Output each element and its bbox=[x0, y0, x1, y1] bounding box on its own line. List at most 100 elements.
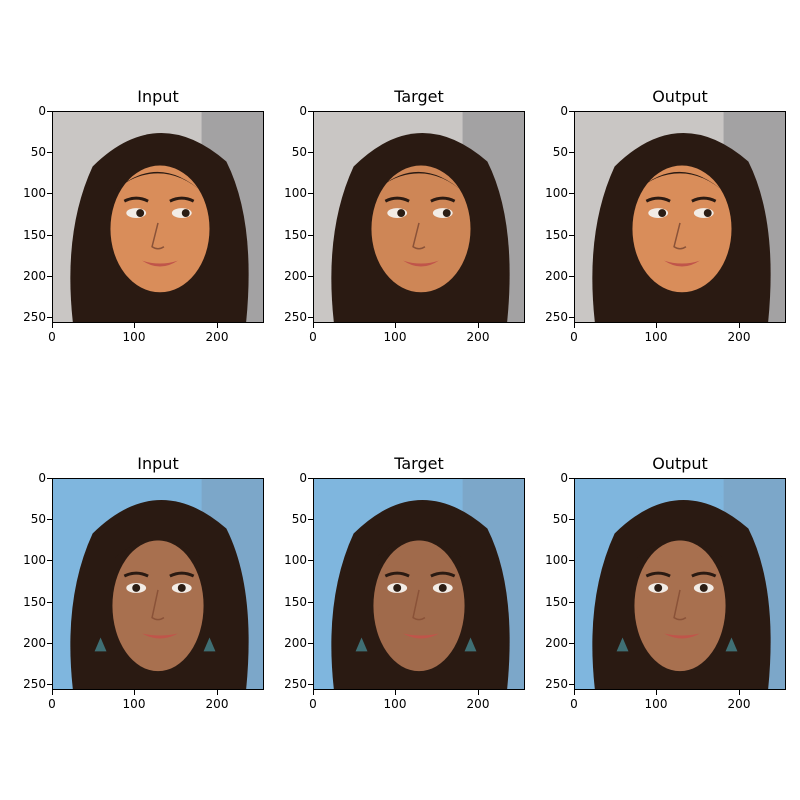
panel-row1-target: Target 0 50 100 150 200 250 0 100 200 bbox=[284, 87, 525, 344]
y-tick-label: 250 bbox=[284, 310, 307, 324]
x-tick-mark bbox=[134, 690, 135, 695]
x-tick-label: 100 bbox=[383, 330, 407, 344]
y-tick-mark bbox=[47, 478, 52, 479]
x-tick-label: 200 bbox=[466, 330, 490, 344]
face-photo-2-target bbox=[313, 478, 525, 690]
y-tick-label: 150 bbox=[545, 595, 568, 609]
y-tick-label: 0 bbox=[299, 104, 307, 118]
y-tick-mark bbox=[308, 317, 313, 318]
y-tick-mark bbox=[47, 193, 52, 194]
y-tick-label: 150 bbox=[545, 228, 568, 242]
y-tick-mark bbox=[569, 193, 574, 194]
x-tick-mark bbox=[739, 323, 740, 328]
x-tick-label: 0 bbox=[309, 697, 317, 711]
y-tick-label: 150 bbox=[284, 595, 307, 609]
panel-row2-target: Target 0 50 100 150 200 250 0 100 200 bbox=[284, 454, 525, 711]
y-tick-label: 100 bbox=[23, 553, 46, 567]
y-tick-label: 100 bbox=[545, 553, 568, 567]
panel-title: Output bbox=[652, 454, 708, 473]
y-tick-label: 100 bbox=[284, 553, 307, 567]
x-tick-mark bbox=[313, 323, 314, 328]
x-tick-label: 200 bbox=[727, 330, 751, 344]
panel-title: Input bbox=[137, 87, 179, 106]
x-tick-label: 0 bbox=[309, 330, 317, 344]
x-tick-mark bbox=[574, 690, 575, 695]
y-tick-mark bbox=[308, 276, 313, 277]
x-tick-label: 100 bbox=[122, 697, 146, 711]
y-tick-mark bbox=[308, 152, 313, 153]
y-tick-mark bbox=[47, 560, 52, 561]
panel-title: Input bbox=[137, 454, 179, 473]
y-tick-label: 250 bbox=[545, 677, 568, 691]
y-tick-label: 150 bbox=[23, 595, 46, 609]
x-tick-mark bbox=[217, 323, 218, 328]
y-tick-mark bbox=[47, 602, 52, 603]
x-tick-label: 0 bbox=[570, 330, 578, 344]
y-tick-label: 50 bbox=[291, 512, 307, 526]
y-tick-mark bbox=[569, 602, 574, 603]
y-tick-mark bbox=[308, 478, 313, 479]
y-tick-label: 100 bbox=[284, 186, 307, 200]
y-tick-label: 100 bbox=[545, 186, 568, 200]
x-tick-mark bbox=[52, 323, 53, 328]
y-tick-label: 250 bbox=[545, 310, 568, 324]
y-tick-mark bbox=[569, 684, 574, 685]
y-tick-mark bbox=[308, 602, 313, 603]
x-tick-label: 200 bbox=[466, 697, 490, 711]
panel-title: Target bbox=[394, 87, 444, 106]
y-tick-mark bbox=[308, 193, 313, 194]
face-photo-1-target bbox=[313, 111, 525, 323]
y-tick-label: 50 bbox=[552, 512, 568, 526]
y-tick-mark bbox=[569, 235, 574, 236]
y-tick-label: 200 bbox=[284, 636, 307, 650]
x-tick-mark bbox=[217, 690, 218, 695]
x-tick-mark bbox=[656, 323, 657, 328]
y-tick-mark bbox=[308, 560, 313, 561]
y-tick-label: 250 bbox=[23, 310, 46, 324]
y-tick-label: 0 bbox=[38, 104, 46, 118]
y-tick-label: 50 bbox=[552, 145, 568, 159]
x-tick-label: 200 bbox=[727, 697, 751, 711]
y-tick-mark bbox=[308, 519, 313, 520]
y-tick-mark bbox=[569, 478, 574, 479]
y-tick-mark bbox=[569, 519, 574, 520]
panel-row2-input: Input 0 50 100 150 200 250 0 100 200 bbox=[23, 454, 264, 711]
x-tick-mark bbox=[395, 690, 396, 695]
x-tick-mark bbox=[313, 690, 314, 695]
y-tick-label: 0 bbox=[560, 471, 568, 485]
x-tick-mark bbox=[478, 323, 479, 328]
y-tick-mark bbox=[569, 317, 574, 318]
y-tick-label: 150 bbox=[284, 228, 307, 242]
y-tick-label: 0 bbox=[560, 104, 568, 118]
y-tick-mark bbox=[569, 643, 574, 644]
panel-title: Output bbox=[652, 87, 708, 106]
x-tick-mark bbox=[478, 690, 479, 695]
panel-title: Target bbox=[394, 454, 444, 473]
y-tick-mark bbox=[569, 560, 574, 561]
y-tick-mark bbox=[47, 519, 52, 520]
y-tick-mark bbox=[47, 317, 52, 318]
y-tick-mark bbox=[308, 643, 313, 644]
x-tick-mark bbox=[739, 690, 740, 695]
y-tick-label: 50 bbox=[291, 145, 307, 159]
panel-row1-input: Input 0 50 100 150 200 250 0 100 200 bbox=[23, 87, 264, 344]
y-tick-mark bbox=[569, 111, 574, 112]
x-tick-label: 100 bbox=[122, 330, 146, 344]
y-tick-mark bbox=[308, 684, 313, 685]
x-tick-label: 0 bbox=[48, 330, 56, 344]
x-tick-label: 0 bbox=[48, 697, 56, 711]
y-tick-label: 250 bbox=[23, 677, 46, 691]
y-tick-mark bbox=[47, 111, 52, 112]
y-tick-mark bbox=[569, 276, 574, 277]
face-photo-1-output bbox=[574, 111, 786, 323]
y-tick-mark bbox=[308, 111, 313, 112]
face-photo-2-input bbox=[52, 478, 264, 690]
x-tick-mark bbox=[656, 690, 657, 695]
x-tick-label: 100 bbox=[644, 330, 668, 344]
x-tick-mark bbox=[395, 323, 396, 328]
y-tick-mark bbox=[569, 152, 574, 153]
y-tick-label: 100 bbox=[23, 186, 46, 200]
x-tick-mark bbox=[52, 690, 53, 695]
x-tick-mark bbox=[574, 323, 575, 328]
y-tick-label: 0 bbox=[38, 471, 46, 485]
